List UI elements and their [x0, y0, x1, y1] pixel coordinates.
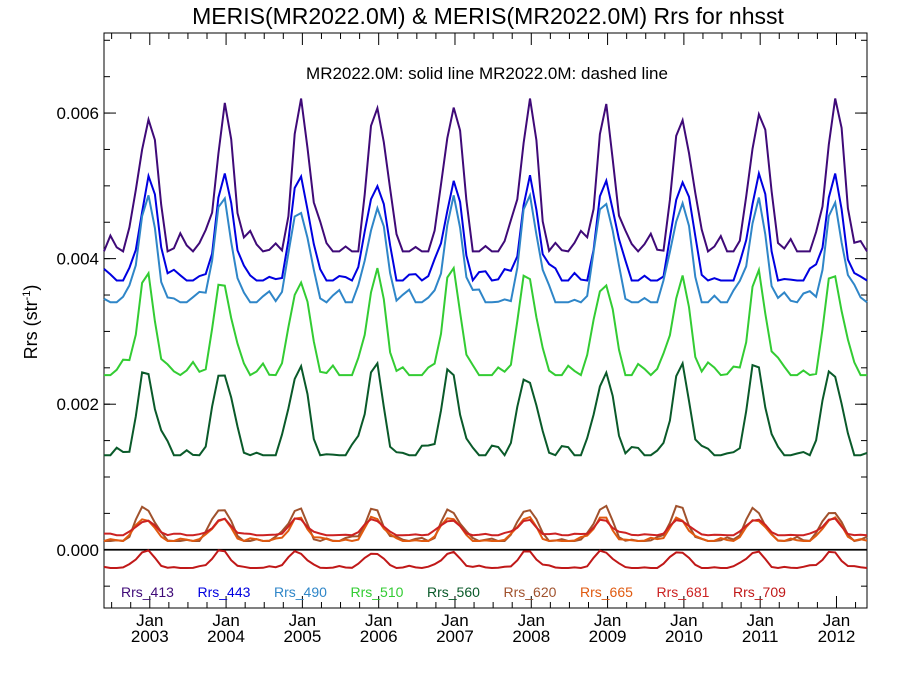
- x-tick-year: 2010: [665, 627, 703, 646]
- legend-item-rrs-560: Rrs_560: [427, 584, 480, 600]
- x-tick-year: 2006: [360, 627, 398, 646]
- legend-item-rrs-490: Rrs_490: [274, 584, 327, 600]
- legend-item-rrs-413: Rrs_413: [121, 584, 174, 600]
- y-tick-label: 0.000: [56, 541, 99, 560]
- y-tick-label: 0.006: [56, 104, 99, 123]
- series-line-rrs-709: [103, 549, 868, 570]
- legend: Rrs_413 Rrs_443 Rrs_490 Rrs_510 Rrs_560 Rrs_6…: [121, 584, 786, 600]
- x-tick-year: 2009: [589, 627, 627, 646]
- y-axis-label-sup: -1: [21, 291, 33, 301]
- series-line-rrs-665: [103, 515, 868, 543]
- y-axis-label-main: Rrs (str: [21, 300, 41, 359]
- series-line-rrs-443: [103, 169, 868, 283]
- series-line-rrs-510: [104, 265, 867, 377]
- y-axis-label: Rrs (str-1): [21, 285, 41, 360]
- x-tick-month: Jan: [289, 611, 316, 630]
- y-axis-label-close: ): [21, 285, 41, 291]
- x-tick-month: Jan: [365, 611, 392, 630]
- x-tick-month: Jan: [823, 611, 850, 630]
- y-tick-label: 0.002: [56, 395, 99, 414]
- x-tick-month: Jan: [670, 611, 697, 630]
- series-line-rrs-413: [103, 98, 868, 254]
- legend-item-rrs-709: Rrs_709: [733, 584, 786, 600]
- series-lines: [103, 98, 868, 570]
- x-tick-year: 2011: [742, 627, 779, 646]
- legend-item-rrs-665: Rrs_665: [580, 584, 633, 600]
- chart-subtitle: MR2022.0M: solid line MR2022.0M: dashed …: [306, 64, 668, 83]
- x-tick-year: 2003: [131, 627, 169, 646]
- x-tick-year: 2008: [512, 627, 550, 646]
- x-tick-month: Jan: [594, 611, 621, 630]
- x-tick-month: Jan: [212, 611, 239, 630]
- axis-ticks: 0.0000.0020.0040.006Jan2003Jan2004Jan200…: [56, 33, 867, 646]
- series-line-rrs-560: [104, 360, 868, 458]
- legend-item-rrs-620: Rrs_620: [504, 584, 557, 600]
- x-tick-year: 2007: [436, 627, 474, 646]
- series-line-rrs-620: [104, 504, 868, 543]
- x-tick-year: 2005: [283, 627, 321, 646]
- x-tick-month: Jan: [746, 611, 773, 630]
- x-tick-month: Jan: [518, 611, 545, 630]
- x-tick-year: 2004: [207, 627, 245, 646]
- x-tick-year: 2012: [818, 627, 856, 646]
- chart-title: MERIS(MR2022.0M) & MERIS(MR2022.0M) Rrs …: [192, 3, 784, 29]
- legend-item-rrs-510: Rrs_510: [351, 584, 404, 600]
- x-tick-month: Jan: [136, 611, 163, 630]
- legend-item-rrs-443: Rrs_443: [198, 584, 251, 600]
- x-tick-month: Jan: [441, 611, 468, 630]
- series-line-rrs-681: [104, 517, 868, 537]
- y-tick-label: 0.004: [56, 250, 99, 269]
- series-line-rrs-490: [103, 191, 868, 304]
- plot-frame: [103, 32, 868, 609]
- legend-item-rrs-681: Rrs_681: [657, 584, 710, 600]
